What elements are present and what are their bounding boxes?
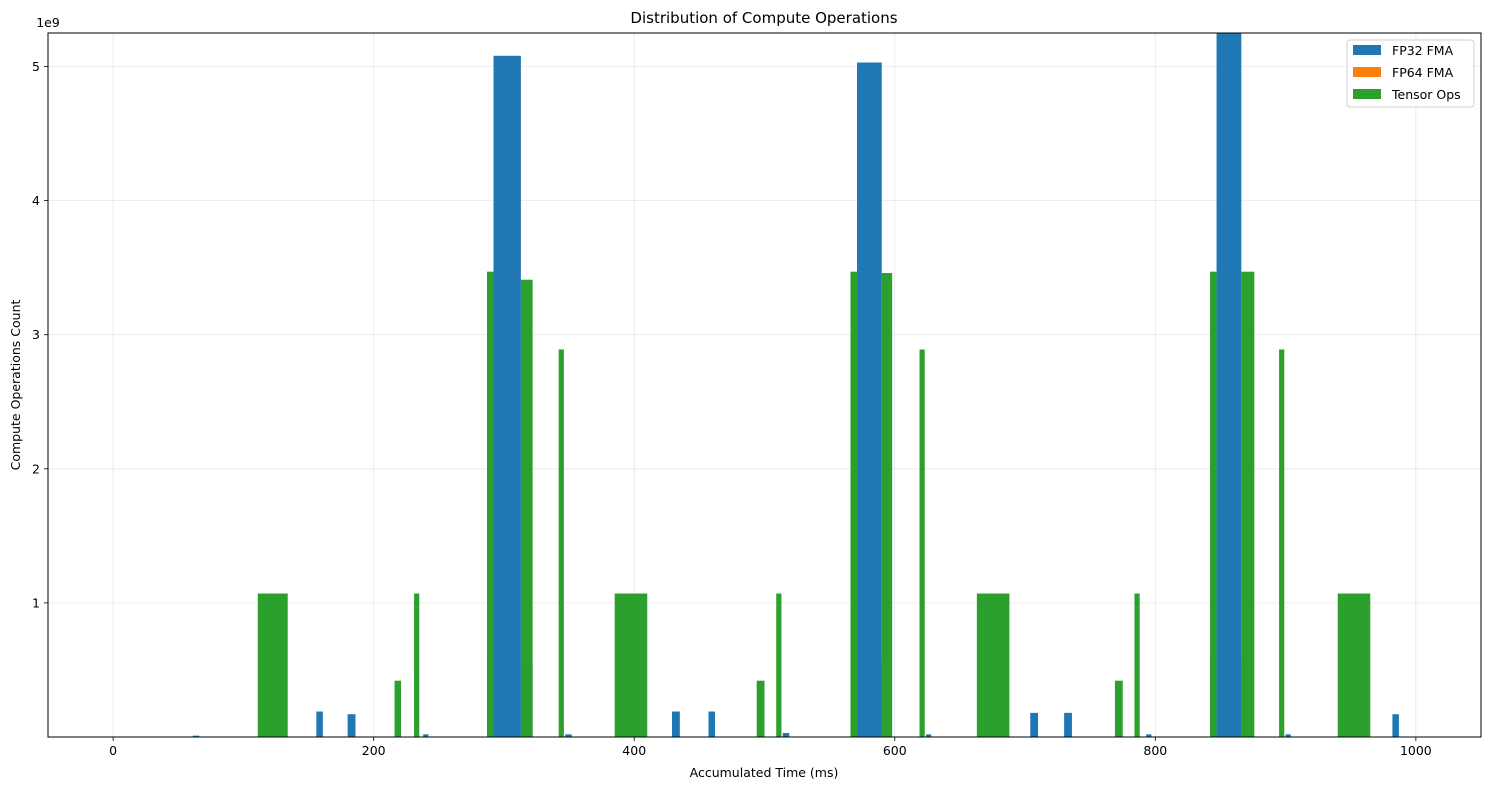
- x-tick-label: 400: [622, 743, 646, 758]
- bar-fp32-fma: [1146, 734, 1152, 737]
- legend-swatch-fp64-fma: [1353, 67, 1381, 77]
- y-tick-label: 5: [32, 59, 40, 74]
- x-axis-label: Accumulated Time (ms): [690, 765, 839, 780]
- bar-fp32-fma: [856, 62, 882, 737]
- bars: [192, 33, 1399, 737]
- bar-fp32-fma: [1392, 714, 1399, 737]
- bar-tensor-ops: [1279, 349, 1285, 737]
- bar-fp32-fma: [1064, 712, 1072, 737]
- bar-tensor-ops: [1241, 271, 1255, 737]
- bar-tensor-ops: [257, 593, 288, 737]
- bar-tensor-ops: [1134, 593, 1140, 737]
- y-axis-label: Compute Operations Count: [8, 300, 23, 471]
- bar-tensor-ops: [1114, 680, 1123, 737]
- bar-tensor-ops: [881, 273, 893, 737]
- bar-tensor-ops: [1337, 593, 1371, 737]
- bar-fp32-fma: [565, 734, 572, 737]
- bar-fp32-fma: [926, 734, 932, 737]
- legend-label-tensor-ops: Tensor Ops: [1391, 87, 1461, 102]
- bar-tensor-ops: [487, 271, 494, 737]
- legend-swatch-fp32-fma: [1353, 45, 1381, 55]
- bar-fp32-fma: [316, 711, 323, 737]
- axis-ticks: 0 200 400 600 800 1000 1 2 3 4 5: [32, 59, 1432, 758]
- bar-tensor-ops: [558, 349, 564, 737]
- legend-swatch-tensor-ops: [1353, 89, 1381, 99]
- bar-fp32-fma: [782, 732, 790, 737]
- bar-tensor-ops: [614, 593, 648, 737]
- x-tick-label: 600: [883, 743, 907, 758]
- x-tick-label: 200: [362, 743, 386, 758]
- y-tick-label: 3: [32, 327, 40, 342]
- x-tick-label: 800: [1143, 743, 1167, 758]
- y-tick-label: 4: [32, 193, 40, 208]
- bar-fp32-fma: [493, 55, 521, 737]
- y-axis-scale-label: 1e9: [36, 15, 60, 30]
- bar-fp32-fma: [1216, 33, 1242, 737]
- bar-tensor-ops: [520, 279, 533, 737]
- bar-tensor-ops: [756, 680, 765, 737]
- legend-label-fp32-fma: FP32 FMA: [1392, 43, 1454, 58]
- bar-tensor-ops: [919, 349, 925, 737]
- bar-fp32-fma: [347, 714, 356, 737]
- bar-fp32-fma: [192, 735, 200, 737]
- bar-tensor-ops: [414, 593, 420, 737]
- x-tick-label: 0: [109, 743, 117, 758]
- bar-fp32-fma: [1030, 712, 1039, 737]
- bar-fp32-fma: [708, 711, 715, 737]
- bar-tensor-ops: [850, 271, 857, 737]
- y-tick-label: 1: [32, 595, 40, 610]
- bar-fp32-fma: [672, 711, 680, 737]
- bar-tensor-ops: [776, 593, 782, 737]
- y-tick-label: 2: [32, 461, 40, 476]
- bar-tensor-ops: [976, 593, 1010, 737]
- plot-frame: [47, 32, 1482, 738]
- legend: FP32 FMA FP64 FMA Tensor Ops: [1346, 39, 1475, 108]
- bar-tensor-ops: [394, 680, 402, 737]
- bar-fp32-fma: [423, 734, 429, 737]
- chart-title: Distribution of Compute Operations: [630, 9, 897, 27]
- legend-label-fp64-fma: FP64 FMA: [1392, 65, 1454, 80]
- x-tick-label: 1000: [1400, 743, 1432, 758]
- bar-tensor-ops: [1210, 271, 1217, 737]
- bar-fp32-fma: [1285, 734, 1291, 737]
